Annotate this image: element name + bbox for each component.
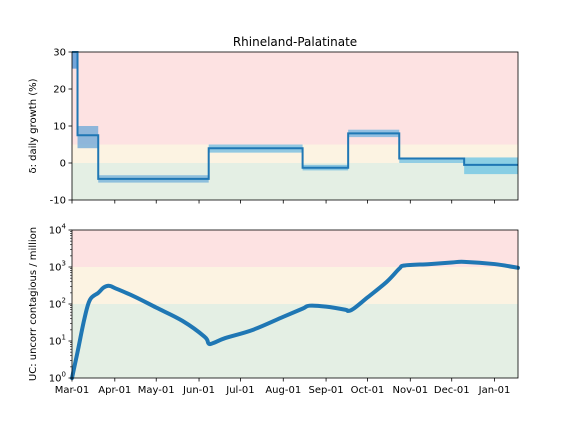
bottom-ytick-label: 101 (49, 334, 66, 348)
bottom-band-2 (72, 230, 518, 267)
top-title: Rhineland-Palatinate (233, 35, 357, 49)
top-ytick-label: 20 (53, 85, 66, 96)
bottom-background-bands (72, 230, 518, 378)
bottom-xtick-label: Jun-01 (182, 385, 215, 396)
bottom-ylabel: UC: uncorr contagious / million (28, 227, 39, 381)
top-y-ticks: -10 0 10 20 30 (50, 48, 72, 207)
bottom-xtick-label: May-01 (138, 385, 175, 396)
top-band-2 (72, 52, 518, 145)
bottom-band-0 (72, 304, 518, 378)
top-ci-segment (77, 126, 99, 149)
panel-bottom: 100 101 102 103 104 Mar-01 Apr-01 May-01 Jun-01… (28, 223, 520, 396)
bottom-band-1 (72, 267, 518, 304)
panel-top: -10 0 10 20 30 Rhineland-Palatinate δ: daily… (28, 35, 519, 207)
bottom-xtick-label: Jul-01 (225, 385, 254, 396)
bottom-x-ticks: Mar-01 Apr-01 May-01 Jun-01 Jul-01 Aug-01 Sep-… (55, 378, 511, 396)
top-ci-segment (72, 52, 78, 69)
top-x-ticks (71, 200, 495, 204)
bottom-xtick-label: Apr-01 (98, 385, 131, 396)
bottom-xtick-label: Dec-01 (434, 385, 470, 396)
top-ytick-label: 30 (53, 48, 66, 59)
bottom-ytick-label: 103 (49, 260, 66, 274)
top-ci-segment (399, 157, 465, 163)
bottom-xtick-label: Mar-01 (55, 385, 90, 396)
top-ytick-label: 0 (60, 159, 66, 170)
top-ytick-label: 10 (53, 122, 66, 133)
bottom-series-line (70, 259, 520, 380)
top-ytick-label: -10 (50, 196, 66, 207)
bottom-ytick-label: 104 (49, 223, 67, 237)
top-ylabel: δ: daily growth (%) (28, 78, 39, 173)
bottom-xtick-label: Jan-01 (478, 385, 511, 396)
bottom-xtick-label: Sep-01 (308, 385, 343, 396)
top-series-line (72, 51, 518, 180)
bottom-xtick-label: Nov-01 (393, 385, 429, 396)
bottom-ytick-label: 102 (49, 297, 66, 311)
bottom-ytick-label: 100 (49, 371, 66, 385)
bottom-xtick-label: Oct-01 (351, 385, 385, 396)
bottom-y-ticks: 100 101 102 103 104 (49, 223, 72, 385)
bottom-xtick-label: Aug-01 (265, 385, 301, 396)
